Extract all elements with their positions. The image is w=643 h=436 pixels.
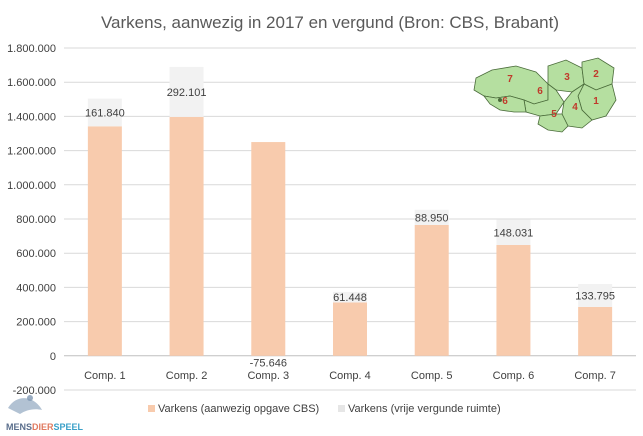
data-label: 148.031 — [494, 227, 534, 239]
y-tick-label: 1.400.000 — [7, 111, 56, 123]
bar-vergund — [414, 209, 449, 225]
x-tick-label: Comp. 6 — [493, 370, 535, 382]
y-tick-label: 1.800.000 — [7, 43, 56, 55]
map-label-3: 3 — [564, 72, 570, 83]
y-tick-label: 0 — [50, 351, 56, 363]
legend-swatch-vergund — [338, 405, 345, 412]
bar-aanwezig — [251, 142, 286, 356]
x-tick-label: Comp. 3 — [247, 370, 289, 382]
bars — [87, 66, 613, 356]
bar-aanwezig — [414, 224, 449, 356]
map-label-2: 2 — [593, 69, 599, 80]
data-labels: 161.840 292.101 -75.646 61.448 88.950 148.031… — [85, 87, 615, 369]
data-label: 292.101 — [167, 87, 207, 99]
x-axis-ticks: Comp. 1 Comp. 2 Comp. 3 Comp. 4 Comp. 5 Comp.… — [84, 370, 616, 382]
bar-vergund — [496, 219, 531, 245]
map-label-5: 5 — [551, 109, 557, 120]
bar-vergund — [333, 291, 367, 303]
map-region-6a — [523, 83, 565, 117]
brabant-inset-map: 7 3 2 6 1 4 5 6 — [473, 57, 617, 133]
x-tick-label: Comp. 4 — [329, 370, 371, 382]
y-axis-ticks: -200.000 0 200.000 400.000 600.000 800.000 1.0… — [7, 43, 56, 397]
y-tick-label: -200.000 — [13, 385, 56, 397]
bar-aanwezig — [496, 244, 531, 356]
x-tick-label: Comp. 7 — [574, 370, 616, 382]
map-region-6b — [483, 95, 527, 113]
y-tick-label: 800.000 — [16, 214, 56, 226]
map-label-6b: 6 — [502, 96, 508, 107]
data-label: -75.646 — [250, 357, 287, 369]
x-tick-label: Comp. 1 — [84, 370, 126, 382]
data-label: 133.795 — [575, 290, 615, 302]
legend-swatch-aanwezig — [148, 405, 155, 412]
chart-title: Varkens, aanwezig in 2017 en vergund (Br… — [101, 13, 559, 32]
map-region-5 — [537, 113, 569, 133]
map-label-7: 7 — [507, 74, 513, 85]
bar-vergund — [87, 98, 122, 127]
legend-label-vergund: Varkens (vrije vergunde ruimte) — [348, 403, 501, 415]
y-tick-label: 600.000 — [16, 248, 56, 260]
y-tick-label: 1.200.000 — [7, 146, 56, 158]
legend: Varkens (aanwezig opgave CBS) Varkens (v… — [148, 403, 501, 415]
data-label: 61.448 — [333, 292, 367, 304]
data-label: 161.840 — [85, 107, 125, 119]
logo-text: MENSDIERSPEEL — [6, 422, 84, 432]
bar-aanwezig — [169, 116, 204, 356]
bar-vergund — [169, 66, 204, 117]
y-tick-label: 200.000 — [16, 317, 56, 329]
bar-aanwezig — [578, 306, 613, 356]
bar-vergund — [578, 284, 613, 307]
bar-aanwezig — [333, 302, 367, 356]
legend-label-aanwezig: Varkens (aanwezig opgave CBS) — [158, 403, 319, 415]
map-label-1: 1 — [593, 96, 599, 107]
logo-head-icon — [27, 395, 33, 401]
map-label-6: 6 — [537, 86, 543, 97]
y-tick-label: 1.000.000 — [7, 180, 56, 192]
data-label: 88.950 — [415, 212, 449, 224]
logo-figure-icon — [8, 398, 42, 414]
bar-aanwezig — [87, 126, 122, 356]
x-tick-label: Comp. 2 — [166, 370, 208, 382]
x-tick-label: Comp. 5 — [411, 370, 453, 382]
y-tick-label: 400.000 — [16, 282, 56, 294]
map-city-marker — [498, 98, 502, 102]
y-tick-label: 1.600.000 — [7, 77, 56, 89]
map-label-4: 4 — [572, 102, 578, 113]
mensdierspeel-logo: MENSDIERSPEEL — [6, 395, 84, 432]
